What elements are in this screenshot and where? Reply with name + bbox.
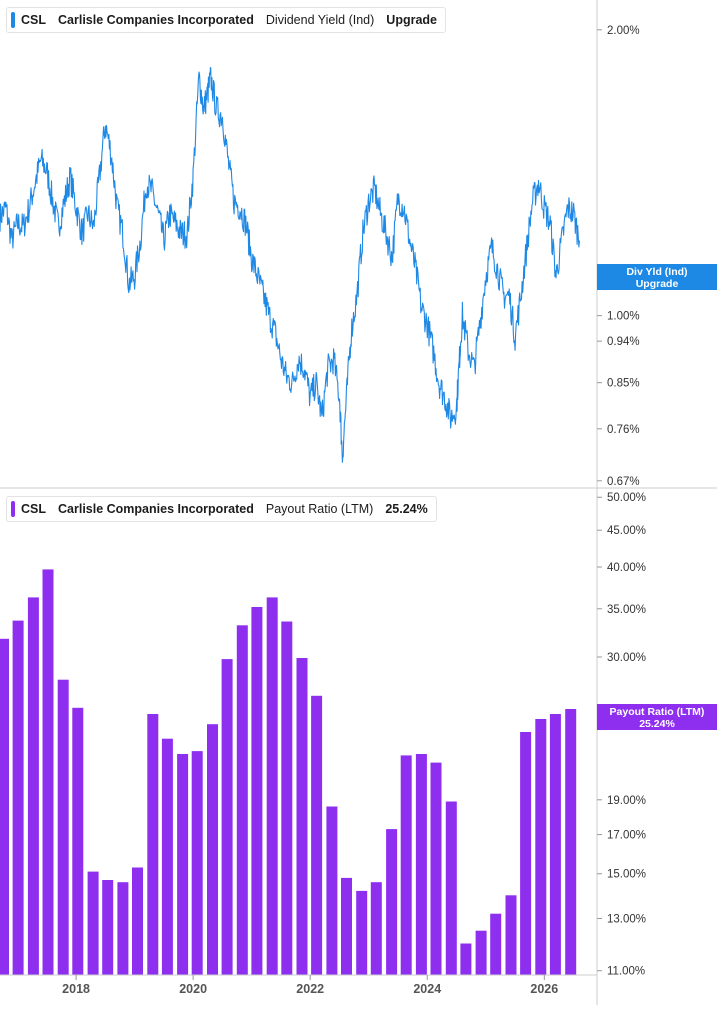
payout-ratio-bar bbox=[400, 755, 412, 975]
legend-bottom[interactable]: CSL Carlisle Companies Incorporated Payo… bbox=[6, 496, 437, 522]
y-tick-label: 35.00% bbox=[607, 604, 646, 616]
legend-bottom-value: 25.24% bbox=[385, 502, 428, 516]
x-tick-label: 2018 bbox=[62, 982, 90, 996]
payout-ratio-bar bbox=[430, 762, 442, 975]
payout-ratio-bar bbox=[505, 895, 517, 975]
payout-ratio-bar bbox=[12, 620, 24, 975]
payout-ratio-bar bbox=[221, 659, 233, 975]
legend-top-swatch bbox=[11, 12, 15, 28]
y-tick-label: 17.00% bbox=[607, 830, 646, 842]
payout-ratio-bar bbox=[296, 658, 308, 975]
y-tick-label: 19.00% bbox=[607, 795, 646, 807]
legend-top[interactable]: CSL Carlisle Companies Incorporated Divi… bbox=[6, 7, 446, 33]
payout-ratio-bar bbox=[117, 882, 129, 975]
payout-ratio-bar bbox=[102, 880, 114, 975]
y-tick-label: 2.00% bbox=[607, 25, 640, 37]
payout-ratio-bar bbox=[147, 714, 159, 975]
payout-ratio-bar bbox=[132, 867, 143, 975]
payout-ratio-bar bbox=[415, 754, 427, 975]
payout-ratio-bar bbox=[161, 738, 173, 975]
legend-bottom-swatch bbox=[11, 501, 15, 517]
payout-ratio-bar bbox=[445, 801, 457, 975]
bar-series bbox=[0, 569, 577, 975]
payout-ratio-bar bbox=[475, 930, 487, 975]
legend-top-company: Carlisle Companies Incorporated bbox=[58, 13, 254, 27]
legend-top-ticker: CSL bbox=[21, 13, 46, 27]
y-tick-label: 0.76% bbox=[607, 424, 640, 436]
y-tick-label: 0.85% bbox=[607, 378, 640, 390]
x-tick-label: 2024 bbox=[413, 982, 441, 996]
payout-ratio-bar bbox=[370, 882, 382, 975]
payout-ratio-value-box bbox=[597, 704, 717, 730]
legend-top-metric: Dividend Yield (Ind) bbox=[265, 13, 375, 27]
line-series bbox=[0, 67, 580, 463]
legend-top-value[interactable]: Upgrade bbox=[386, 13, 437, 27]
payout-ratio-bar bbox=[386, 829, 398, 975]
legend-bottom-ticker: CSL bbox=[21, 502, 46, 516]
y-tick-label: 11.00% bbox=[607, 966, 645, 978]
y-tick-label: 45.00% bbox=[607, 525, 646, 537]
value-labels-layer: Div Yld (Ind)Upgrade Payout Ratio (LTM)25… bbox=[597, 264, 717, 730]
payout-ratio-bar bbox=[251, 607, 263, 975]
payout-ratio-bar bbox=[460, 943, 472, 975]
payout-ratio-bar bbox=[266, 597, 278, 975]
payout-ratio-bar bbox=[57, 679, 69, 975]
y-tick-label: 13.00% bbox=[607, 913, 646, 925]
payout-ratio-value-label: Payout Ratio (LTM) bbox=[610, 706, 705, 718]
y-tick-label: 0.67% bbox=[607, 476, 640, 488]
payout-ratio-bar bbox=[326, 806, 338, 975]
payout-ratio-bar bbox=[207, 724, 218, 975]
y-tick-label: 15.00% bbox=[607, 869, 646, 881]
payout-ratio-bar bbox=[191, 751, 203, 975]
x-tick-label: 2020 bbox=[179, 982, 207, 996]
payout-ratio-value-label: 25.24% bbox=[639, 718, 675, 730]
dividend-yield-value-box bbox=[597, 264, 717, 290]
y-tick-label: 30.00% bbox=[607, 652, 646, 664]
payout-ratio-bar bbox=[281, 621, 293, 975]
payout-ratio-bar bbox=[490, 913, 502, 975]
payout-ratio-bar bbox=[72, 707, 84, 975]
payout-ratio-bar bbox=[520, 732, 532, 975]
y-tick-label: 0.94% bbox=[607, 336, 640, 348]
payout-ratio-bar bbox=[87, 871, 99, 975]
y-tick-label: 40.00% bbox=[607, 562, 646, 574]
payout-ratio-bar bbox=[535, 719, 547, 975]
payout-ratio-bar bbox=[236, 625, 248, 975]
payout-ratio-bar bbox=[311, 695, 323, 975]
payout-ratio-bar bbox=[27, 597, 39, 975]
y-tick-label: 50.00% bbox=[607, 492, 646, 504]
y-tick-label: 1.00% bbox=[607, 311, 640, 323]
payout-ratio-bar bbox=[549, 714, 561, 975]
legend-bottom-company: Carlisle Companies Incorporated bbox=[58, 502, 254, 516]
payout-ratio-bar bbox=[356, 890, 368, 975]
payout-ratio-bar bbox=[177, 754, 189, 975]
x-tick-label: 2022 bbox=[296, 982, 324, 996]
dividend-yield-value-label: Div Yld (Ind) bbox=[626, 266, 687, 278]
payout-ratio-bar bbox=[0, 638, 9, 975]
legend-bottom-metric: Payout Ratio (LTM) bbox=[265, 502, 374, 516]
payout-ratio-bar bbox=[42, 569, 54, 975]
dividend-yield-line bbox=[0, 67, 580, 463]
dividend-yield-value-label: Upgrade bbox=[636, 278, 679, 290]
payout-ratio-bar bbox=[565, 709, 577, 975]
payout-ratio-bar bbox=[341, 877, 352, 975]
x-tick-label: 2026 bbox=[530, 982, 558, 996]
